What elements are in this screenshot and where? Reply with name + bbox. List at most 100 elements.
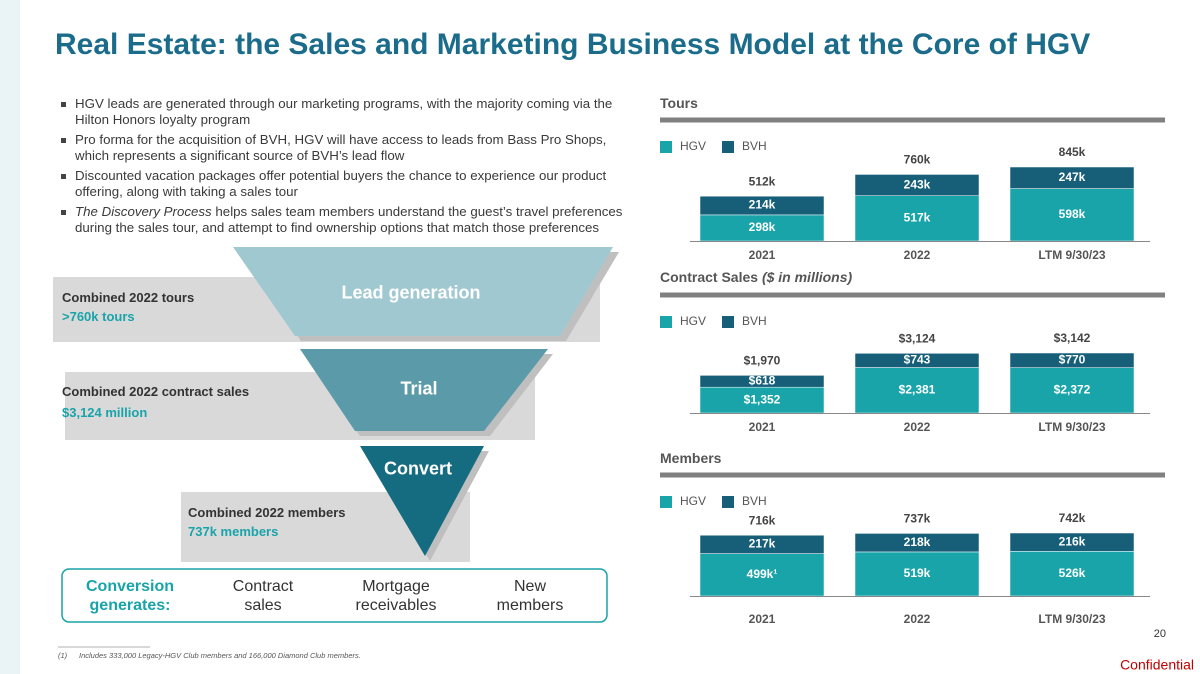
bar-segment [1009, 367, 1135, 414]
value-label: 217k [749, 537, 776, 551]
bar-segment [699, 375, 825, 388]
value-label: $618 [749, 373, 776, 387]
funnel-label: Trial [400, 378, 438, 399]
value-label: 519k [904, 566, 931, 580]
value-label: 298k [749, 220, 776, 234]
legend-label: HGV [680, 139, 706, 153]
legend-swatch [722, 316, 734, 328]
total-label: 742k [1059, 511, 1086, 525]
bar-segment [1009, 188, 1135, 242]
callout-value: 737k members [188, 524, 279, 539]
category-label: 2021 [749, 420, 776, 434]
funnel-label: Lead generation [341, 282, 481, 303]
footnote-marker: (1) [58, 651, 68, 660]
title-rule [660, 117, 1165, 123]
bar-segment [854, 367, 980, 414]
funnel-stage [360, 446, 484, 556]
bullet: The Discovery Process helps sales team m… [58, 204, 628, 236]
total-label: 737k [904, 512, 931, 526]
bar-segment [854, 174, 980, 196]
total-label: $3,124 [899, 332, 936, 346]
value-label: 598k [1059, 207, 1086, 221]
chart-title-text: Tours [660, 95, 698, 111]
side-band [0, 0, 20, 674]
value-label: 243k [904, 177, 931, 191]
callout-value: >760k tours [62, 309, 135, 324]
page-number: 20 [1154, 628, 1166, 640]
bar-segment [854, 353, 980, 368]
value-label: $1,352 [744, 392, 781, 406]
bar-segment [854, 195, 980, 242]
total-label: 512k [749, 174, 776, 188]
bullet-text: helps sales team members understand the … [75, 204, 623, 235]
value-label: $2,381 [899, 382, 936, 396]
chart-title-text: Members [660, 450, 722, 466]
category-label: 2022 [904, 248, 931, 262]
value-label: 216k [1059, 534, 1086, 548]
chart-title: Contract Sales ($ in millions) [660, 269, 853, 285]
bullet-list: HGV leads are generated through our mark… [58, 96, 628, 240]
callout-label: Combined 2022 contract sales [62, 384, 250, 399]
funnel-stage [233, 247, 613, 336]
total-label: 760k [904, 153, 931, 167]
conversion-item: New members [496, 578, 564, 614]
legend-swatch [722, 141, 734, 153]
bar-segment [1009, 352, 1135, 368]
slide-title: Real Estate: the Sales and Marketing Bus… [55, 28, 1091, 61]
value-label: $2,372 [1054, 383, 1091, 397]
conversion-box [61, 568, 608, 623]
conversion-label: Conversion generates: [85, 578, 174, 614]
category-label: 2021 [749, 248, 776, 262]
bullet: Discounted vacation packages offer poten… [58, 168, 628, 200]
total-label: $1,970 [744, 354, 781, 368]
category-label: LTM 9/30/23 [1038, 420, 1105, 434]
confidential: Confidential [1120, 657, 1194, 673]
category-label: 2022 [904, 612, 931, 626]
callout-label: Combined 2022 members [188, 505, 346, 520]
total-label: $3,142 [1054, 331, 1091, 345]
footnote-text: Includes 333,000 Legacy-HGV Club members… [79, 651, 361, 660]
bar-segment [699, 386, 825, 414]
chart-title-text: Contract Sales [660, 269, 758, 285]
conversion-item: Contract sales [232, 578, 294, 614]
bar-segment [1009, 166, 1135, 189]
value-label: $770 [1059, 353, 1086, 367]
funnel-stage [300, 349, 548, 431]
bar-segment [699, 195, 825, 216]
total-label: 845k [1059, 145, 1086, 159]
value-label: 214k [749, 198, 776, 212]
chart-subtitle: ($ in millions) [762, 269, 853, 285]
callout-value: $3,124 million [62, 405, 148, 420]
legend-swatch [660, 141, 672, 153]
title-rule [660, 472, 1165, 478]
bar-segment [1009, 551, 1135, 597]
callout-label: Combined 2022 tours [62, 290, 195, 305]
bar-segment [699, 534, 825, 554]
total-label: 716k [749, 513, 776, 527]
legend-label: BVH [742, 314, 767, 328]
category-label: LTM 9/30/23 [1038, 612, 1105, 626]
chart-title: Members [660, 450, 722, 466]
legend-label: HGV [680, 314, 706, 328]
category-label: 2022 [904, 420, 931, 434]
title-rule [660, 292, 1165, 298]
legend-swatch [660, 316, 672, 328]
legend-label: HGV [680, 494, 706, 508]
legend-swatch [660, 496, 672, 508]
bar-segment [854, 551, 980, 597]
bullet-emphasis: The Discovery Process [75, 204, 212, 219]
value-label: 499k¹ [747, 567, 778, 581]
value-label: $743 [904, 353, 931, 367]
category-label: 2021 [749, 612, 776, 626]
funnel-label: Convert [383, 458, 453, 479]
bar-segment [854, 533, 980, 553]
value-label: 526k [1059, 566, 1086, 580]
value-label: 247k [1059, 170, 1086, 184]
value-label: 517k [904, 211, 931, 225]
category-label: LTM 9/30/23 [1038, 248, 1105, 262]
legend-label: BVH [742, 139, 767, 153]
chart-title: Tours [660, 95, 698, 111]
bullet: Pro forma for the acquisition of BVH, HG… [58, 132, 628, 164]
